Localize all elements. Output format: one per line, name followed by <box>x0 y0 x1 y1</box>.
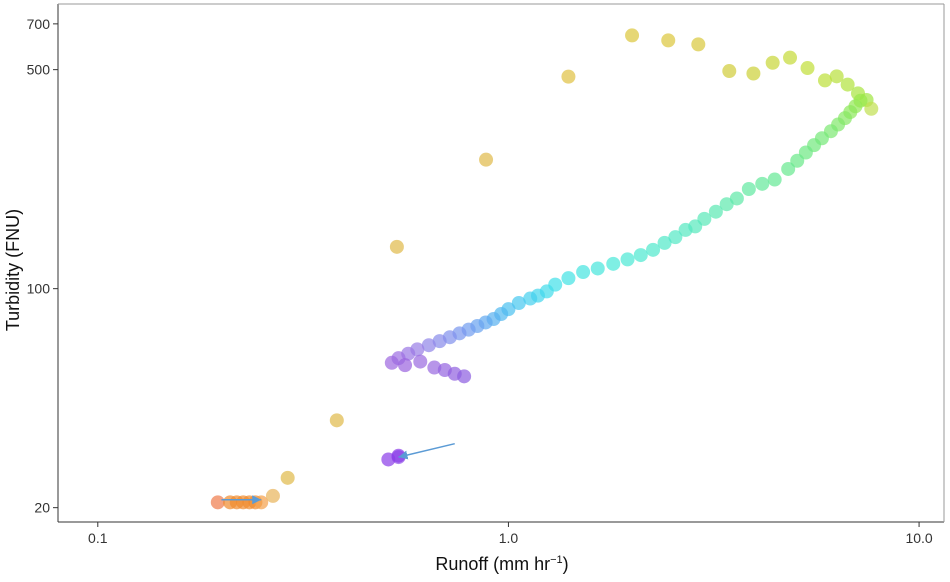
x-tick-label: 1.0 <box>499 530 519 546</box>
y-tick-label: 500 <box>27 62 51 78</box>
data-point <box>561 69 576 84</box>
data-point <box>210 495 225 510</box>
x-axis-label: Runoff (mm hr−1) <box>435 554 568 574</box>
x-axis-label-text: Runoff (mm hr <box>435 554 550 574</box>
x-axis-label-superscript: −1 <box>550 554 563 566</box>
data-point <box>864 101 879 116</box>
data-point <box>625 28 640 43</box>
data-point <box>840 77 855 92</box>
data-point <box>691 37 706 52</box>
data-point <box>413 354 428 369</box>
data-point <box>389 239 404 254</box>
data-point <box>790 153 805 168</box>
data-point <box>729 191 744 206</box>
data-point <box>457 369 472 384</box>
data-point <box>708 204 723 219</box>
data-point <box>606 256 621 271</box>
data-point <box>384 355 399 370</box>
direction-arrows <box>221 442 455 505</box>
y-tick-label: 700 <box>27 16 51 32</box>
x-axis-label-close: ) <box>563 554 569 574</box>
tick-marks: 0.1 1.0 10.0 20 100 500 700 <box>27 16 933 546</box>
x-tick-label: 10.0 <box>905 530 932 546</box>
data-point <box>576 265 591 280</box>
data-point <box>817 73 832 88</box>
data-point <box>427 360 442 375</box>
data-point <box>767 172 782 187</box>
data-point <box>479 152 494 167</box>
data-point <box>523 291 538 306</box>
data-point <box>265 488 280 503</box>
axes <box>57 3 945 523</box>
data-point <box>657 235 672 250</box>
data-point <box>511 295 526 310</box>
y-tick-label: 20 <box>34 500 50 516</box>
falling-direction-arrow <box>398 442 455 460</box>
data-point <box>590 261 605 276</box>
y-tick-label: 100 <box>27 281 51 297</box>
data-point <box>280 470 295 485</box>
data-point <box>421 338 436 353</box>
data-point <box>829 69 844 84</box>
data-point <box>800 61 815 76</box>
data-point <box>646 242 661 257</box>
data-point <box>329 413 344 428</box>
data-point <box>765 55 780 70</box>
data-point <box>755 176 770 191</box>
x-tick-label: 0.1 <box>88 530 108 546</box>
data-point <box>633 248 648 263</box>
data-point <box>783 50 798 65</box>
data-point <box>561 271 576 286</box>
data-point <box>668 230 683 245</box>
y-axis-label: Turbidity (FNU) <box>3 209 23 331</box>
data-point <box>432 334 447 349</box>
data-point <box>719 197 734 212</box>
data-point <box>678 222 693 237</box>
data-point <box>746 66 761 81</box>
data-point <box>781 161 796 176</box>
data-point <box>620 252 635 267</box>
data-point <box>661 33 676 48</box>
data-point <box>741 181 756 196</box>
scatter-points <box>210 28 879 510</box>
data-point <box>722 64 737 79</box>
data-point <box>398 358 413 373</box>
